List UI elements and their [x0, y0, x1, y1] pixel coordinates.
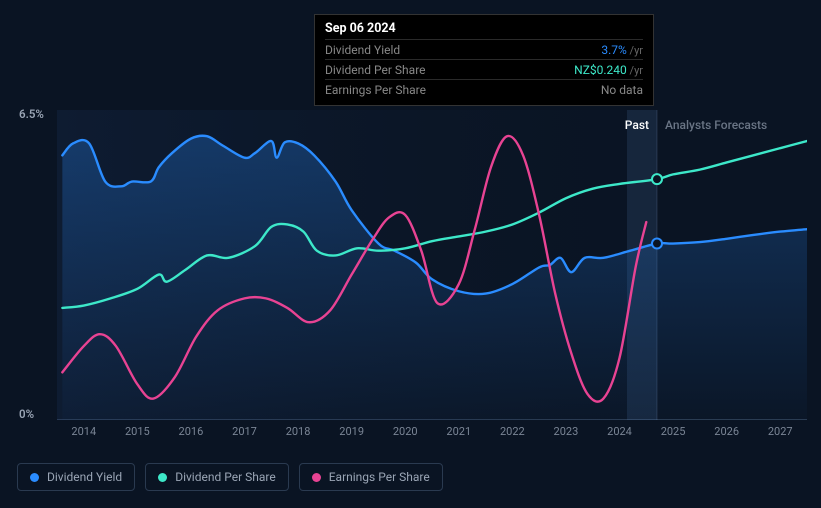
legend-label: Dividend Per Share	[175, 470, 276, 484]
x-axis-tick: 2017	[232, 425, 257, 438]
x-axis-tick: 2024	[607, 425, 632, 438]
y-axis-label: 0%	[19, 407, 34, 421]
tooltip-date: Sep 06 2024	[325, 21, 643, 39]
tooltip-metric-value: 3.7% /yr	[601, 43, 643, 57]
x-axis-tick: 2027	[768, 425, 793, 438]
chart-plot-area[interactable]: Past Analysts Forecasts	[57, 110, 807, 420]
tooltip-metric-value: No data	[601, 83, 643, 97]
x-axis-tick: 2021	[446, 425, 471, 438]
legend-dot-icon	[30, 473, 39, 482]
x-axis-tick: 2023	[554, 425, 579, 438]
legend-dot-icon	[312, 473, 321, 482]
legend-label: Dividend Yield	[47, 470, 122, 484]
tooltip-row: Earnings Per Share No data	[325, 79, 643, 99]
x-axis-tick: 2016	[179, 425, 204, 438]
x-axis-tick: 2026	[714, 425, 739, 438]
x-axis-tick: 2020	[393, 425, 418, 438]
tooltip-metric-value: NZ$0.240 /yr	[574, 63, 643, 77]
chart-tooltip: Sep 06 2024 Dividend Yield3.7% /yrDivide…	[314, 14, 654, 106]
x-axis-tick: 2022	[500, 425, 525, 438]
tooltip-row: Dividend Yield 3.7% /yr	[325, 39, 643, 59]
x-axis: 2014 2015 2016 2017 2018 2019 2020 2021 2022 2023…	[57, 425, 807, 445]
x-axis-tick: 2014	[71, 425, 96, 438]
tooltip-metric-label: Dividend Per Share	[325, 63, 426, 77]
y-axis-label: 6.5%	[19, 107, 44, 121]
x-axis-tick: 2025	[661, 425, 686, 438]
x-axis-tick: 2015	[125, 425, 150, 438]
x-axis-tick: 2019	[339, 425, 364, 438]
legend-item[interactable]: Dividend Per Share	[145, 463, 289, 491]
past-zone-label: Past	[625, 118, 649, 132]
legend-item[interactable]: Earnings Per Share	[299, 463, 443, 491]
tooltip-metric-label: Earnings Per Share	[325, 83, 426, 97]
chart-container: 6.5%0% Past Analysts Forecasts 201420152…	[17, 110, 807, 420]
chart-svg	[57, 110, 807, 420]
legend-dot-icon	[158, 473, 167, 482]
chart-legend: Dividend Yield Dividend Per Share Earnings…	[17, 463, 443, 491]
x-axis-tick: 2018	[286, 425, 311, 438]
legend-label: Earnings Per Share	[329, 470, 430, 484]
tooltip-metric-label: Dividend Yield	[325, 43, 400, 57]
forecast-zone-label: Analysts Forecasts	[665, 118, 767, 132]
legend-item[interactable]: Dividend Yield	[17, 463, 135, 491]
tooltip-row: Dividend Per Share NZ$0.240 /yr	[325, 59, 643, 79]
